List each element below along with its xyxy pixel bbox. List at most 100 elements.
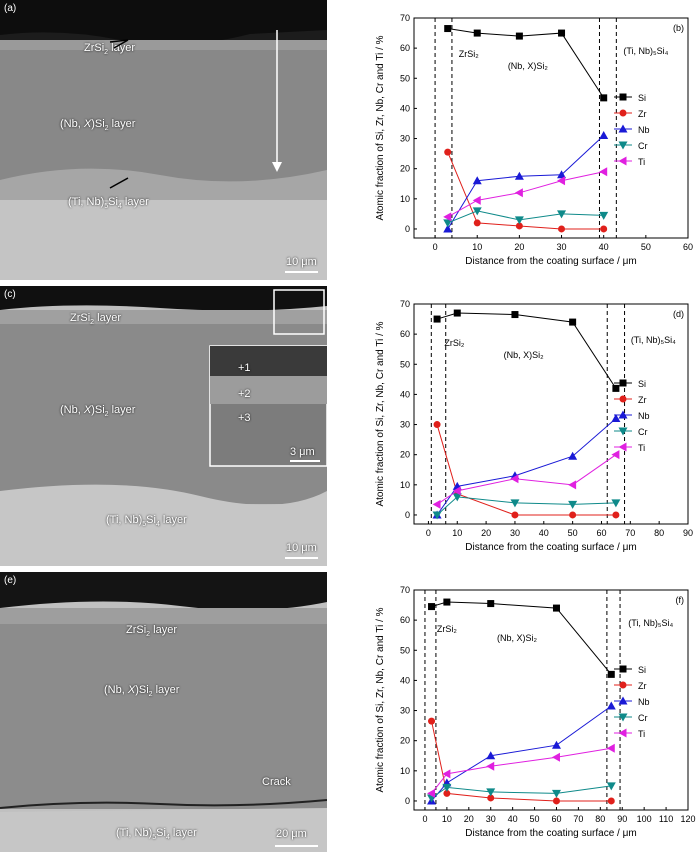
legend-label-si: Si xyxy=(638,665,646,675)
point-si xyxy=(443,598,451,606)
region-label: (Nb, X)Si₂ xyxy=(504,350,545,360)
x-tick-label: 20 xyxy=(464,814,474,824)
zrsi2-layer-label: ZrSi2 layer xyxy=(84,42,135,57)
legend-label-cr: Cr xyxy=(638,713,648,723)
x-tick-label: 30 xyxy=(557,242,567,252)
x-tick-label: 120 xyxy=(680,814,695,824)
x-tick-label: 60 xyxy=(683,242,693,252)
y-tick-label: 60 xyxy=(400,329,410,339)
point-nb xyxy=(606,701,616,710)
point-ti xyxy=(443,212,452,222)
y-axis-label: Atomic fraction of Si, Zr, Nb, Cr and Ti… xyxy=(375,321,386,506)
point-cr xyxy=(472,207,482,216)
point-cr xyxy=(432,511,442,520)
x-axis-label: Distance from the coating surface / μm xyxy=(465,828,636,839)
y-tick-label: 40 xyxy=(400,103,410,113)
point-zr xyxy=(487,794,495,802)
y-tick-label: 20 xyxy=(400,450,410,460)
legend-marker-si xyxy=(619,379,627,387)
point-ti xyxy=(442,769,451,779)
micrograph-c: (c) ZrSi2 layer (Nb, X)Si2 layer (Ti, Nb… xyxy=(0,286,327,566)
legend-marker-ti xyxy=(618,156,627,166)
point-cr xyxy=(551,789,561,798)
x-tick-label: 60 xyxy=(551,814,561,824)
legend-label-zr: Zr xyxy=(638,109,647,119)
x-tick-label: 80 xyxy=(595,814,605,824)
point-ti xyxy=(557,176,566,186)
point-zr xyxy=(443,789,451,797)
point-ti xyxy=(432,499,441,509)
chart-f: 0 10 20 30 40 50 60 70 80 90 100 110 120 0 10 20 30 40 50 6… xyxy=(370,572,700,852)
point-cr xyxy=(443,219,453,228)
y-axis-label: Atomic fraction of Si, Zr, Nb, Cr and Ti… xyxy=(375,607,386,792)
point-si xyxy=(473,29,481,37)
point-si xyxy=(487,600,495,608)
point-zr xyxy=(569,511,577,519)
legend-label-si: Si xyxy=(638,93,646,103)
legend-label-ti: Ti xyxy=(638,443,645,453)
point-zr xyxy=(600,225,608,233)
legend-label-zr: Zr xyxy=(638,395,647,405)
zrsi2-layer-label: ZrSi2 layer xyxy=(126,624,177,639)
point-si xyxy=(453,309,461,317)
point-zr xyxy=(607,797,615,805)
x-tick-label: 50 xyxy=(530,814,540,824)
point-si xyxy=(444,25,452,33)
y-tick-label: 70 xyxy=(400,299,410,309)
y-tick-label: 50 xyxy=(400,645,410,655)
point-ti xyxy=(599,167,608,177)
nbxsi2-layer-label: (Nb, X)Si2 layer xyxy=(60,118,136,133)
micrograph-e: (e) ZrSi2 layer (Nb, X)Si2 layer Crack (… xyxy=(0,572,327,852)
x-tick-label: 0 xyxy=(426,528,431,538)
nbxsi2-layer-label: (Nb, X)Si2 layer xyxy=(104,684,180,699)
x-tick-label: 70 xyxy=(573,814,583,824)
chart-b: 0 10 20 30 40 50 60 0 10 20 30 40 50 60 70 Distance fro… xyxy=(370,0,700,280)
y-tick-label: 30 xyxy=(400,420,410,430)
y-tick-label: 70 xyxy=(400,13,410,23)
point-cr xyxy=(510,499,520,508)
y-tick-label: 0 xyxy=(405,796,410,806)
panel-letter: (a) xyxy=(4,3,17,14)
point-cr xyxy=(452,493,462,502)
point-ti xyxy=(472,195,481,205)
scale-bar-label: 10 μm xyxy=(286,256,317,268)
x-tick-label: 0 xyxy=(422,814,427,824)
y-tick-label: 50 xyxy=(400,73,410,83)
point-si xyxy=(552,604,560,612)
crack-label: Crack xyxy=(262,776,291,788)
y-tick-label: 70 xyxy=(400,585,410,595)
series-line-ti xyxy=(447,171,604,218)
point-nb xyxy=(611,414,621,423)
y-tick-label: 10 xyxy=(400,480,410,490)
y-tick-label: 20 xyxy=(400,164,410,174)
point-cr xyxy=(514,216,524,225)
legend-label-cr: Cr xyxy=(638,141,648,151)
point-nb xyxy=(551,740,561,749)
y-axis-label: Atomic fraction of Si, Zr, Nb, Cr and Ti… xyxy=(375,35,386,220)
legend-marker-cr xyxy=(618,713,628,722)
region-label: ZrSi₂ xyxy=(437,624,457,634)
point-si xyxy=(558,29,566,37)
point-cr xyxy=(442,783,452,792)
plot-frame xyxy=(413,17,689,239)
x-tick-label: 40 xyxy=(539,528,549,538)
x-tick-label: 40 xyxy=(508,814,518,824)
inset-scale-bar-label: 3 μm xyxy=(290,446,315,458)
legend-marker-si xyxy=(619,93,627,101)
x-tick-label: 30 xyxy=(486,814,496,824)
x-tick-label: 20 xyxy=(514,242,524,252)
legend-marker-zr xyxy=(619,395,627,403)
y-tick-label: 10 xyxy=(400,766,410,776)
point-si xyxy=(511,311,519,319)
x-tick-label: 40 xyxy=(599,242,609,252)
x-tick-label: 80 xyxy=(654,528,664,538)
point-ti xyxy=(611,450,620,460)
point-zr xyxy=(558,225,566,233)
legend-marker-cr xyxy=(618,427,628,436)
legend-marker-nb xyxy=(618,124,628,133)
region-label: (Ti, Nb)₅Si₄ xyxy=(623,46,668,56)
tinbsi-layer-label: (Ti, Nb)5Si4 layer xyxy=(116,827,197,842)
legend-label-zr: Zr xyxy=(638,681,647,691)
panel-letter: (e) xyxy=(4,575,17,586)
x-tick-label: 10 xyxy=(452,528,462,538)
